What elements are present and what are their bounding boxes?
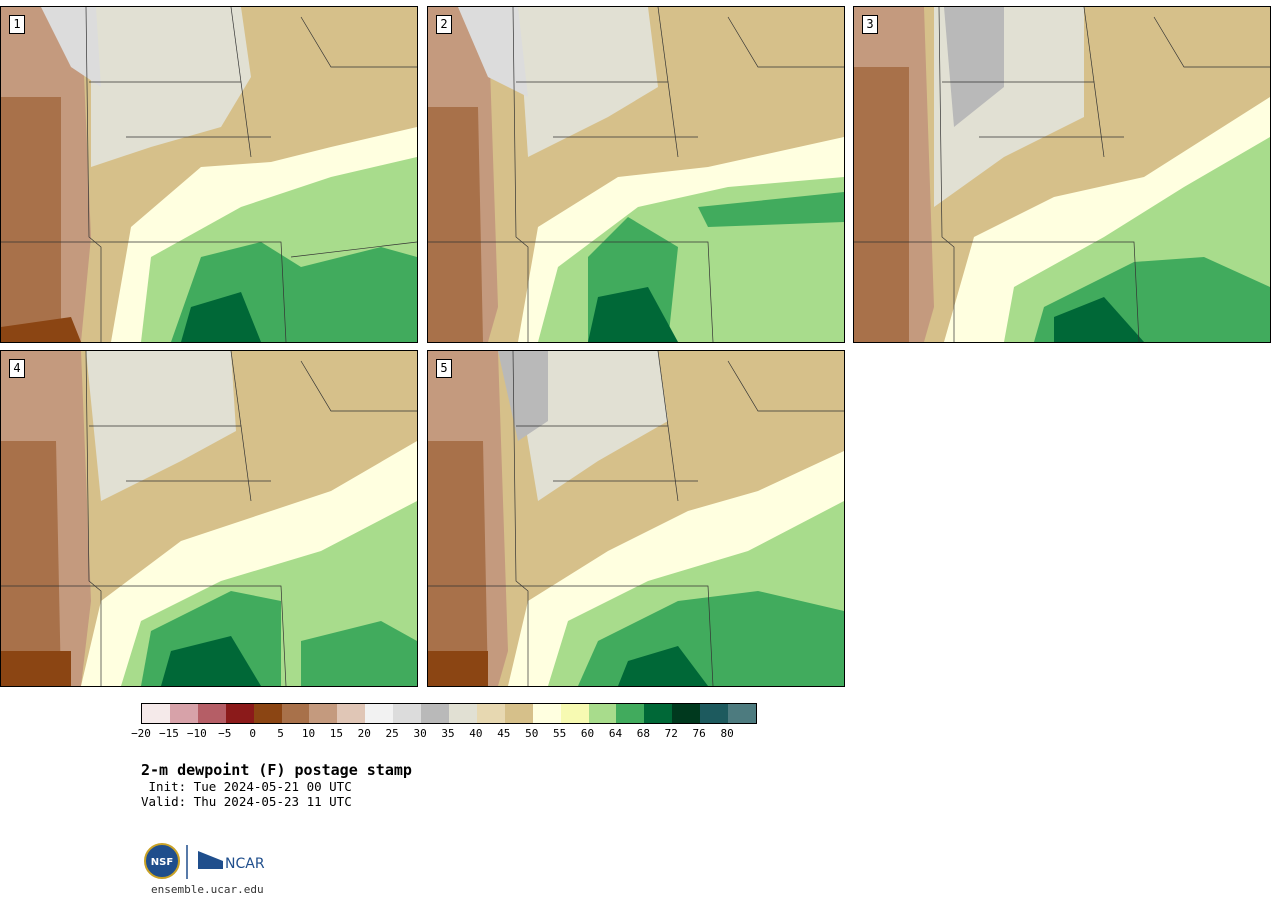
colorbar-swatch [309, 704, 338, 723]
panel-number-label: 1 [9, 15, 25, 34]
colorbar-tick-label: 0 [249, 727, 256, 740]
colorbar-tick-label: 30 [413, 727, 427, 740]
colorbar-tick-label: −15 [158, 727, 179, 740]
colorbar-tick-label: −20 [131, 727, 151, 740]
colorbar-swatch [281, 704, 310, 723]
colorbar-swatch [225, 704, 254, 723]
colorbar-swatch [560, 704, 589, 723]
colorbar-tick-label: 10 [301, 727, 316, 740]
colorbar-tick-label: 76 [692, 727, 706, 740]
colorbar-tick-label: 50 [525, 727, 539, 740]
colorbar-swatch [337, 704, 366, 723]
colorbar-swatch [365, 704, 394, 723]
dewpoint-map [428, 351, 844, 686]
colorbar-tick-label: 5 [277, 727, 284, 740]
colorbar-tick-label: −10 [186, 727, 207, 740]
colorbar-swatch [616, 704, 645, 723]
dewpoint-map [1, 7, 417, 342]
colorbar-swatch [644, 704, 673, 723]
colorbar-swatch [169, 704, 198, 723]
colorbar-tick-labels: −20 −15 −10 −5 0 5 10 15 20 25 30 35 40 45 50 55 60 64 68 7… [131, 727, 755, 741]
colorbar-swatch [253, 704, 282, 723]
colorbar-swatch [393, 704, 422, 723]
website-url: ensemble.ucar.edu [151, 883, 264, 896]
colorbar-swatch [728, 704, 756, 723]
colorbar-swatch [672, 704, 701, 723]
panel-number-label: 3 [862, 15, 878, 34]
figure-title: 2-m dewpoint (F) postage stamp [141, 761, 412, 779]
colorbar-swatch [700, 704, 729, 723]
colorbar-tick-label: 45 [497, 727, 511, 740]
colorbar-tick-label: 35 [441, 727, 455, 740]
ncar-logo-text: NCAR [225, 856, 265, 872]
colorbar-swatch [532, 704, 561, 723]
dewpoint-map [854, 7, 1270, 342]
ensemble-member-map-4: 4 [0, 350, 418, 687]
panel-number-label: 2 [436, 15, 452, 34]
nsf-logo-icon [144, 843, 180, 879]
colorbar-tick-label: 15 [329, 727, 343, 740]
ensemble-member-map-1: 1 [0, 6, 418, 343]
panel-number-label: 4 [9, 359, 25, 378]
valid-time: Valid: Thu 2024-05-23 11 UTC [141, 794, 352, 809]
nsf-logo-text: NSF [151, 857, 173, 868]
colorbar-tick-label: 20 [357, 727, 371, 740]
panel-number-label: 5 [436, 359, 452, 378]
colorbar-tick-label: 25 [385, 727, 399, 740]
colorbar-tick-label: 64 [608, 727, 623, 740]
colorbar-tick-label: −5 [218, 727, 232, 740]
colorbar-swatch [448, 704, 477, 723]
colorbar-swatch [197, 704, 226, 723]
dewpoint-map [1, 351, 417, 686]
colorbar-swatch [504, 704, 533, 723]
ensemble-member-map-3: 3 [853, 6, 1271, 343]
init-time: Init: Tue 2024-05-21 00 UTC [141, 779, 352, 794]
dewpoint-colorbar [141, 703, 757, 724]
colorbar-tick-label: 68 [636, 727, 650, 740]
colorbar-tick-label: 55 [553, 727, 567, 740]
colorbar-swatch [142, 704, 170, 723]
ensemble-member-map-2: 2 [427, 6, 845, 343]
colorbar-swatch [476, 704, 505, 723]
ncar-logo-icon [198, 851, 223, 869]
dewpoint-map [428, 7, 844, 342]
colorbar-tick-label: 80 [720, 727, 734, 740]
nsf-ncar-logos: NSF NCAR [144, 843, 265, 879]
colorbar-tick-label: 60 [580, 727, 595, 740]
colorbar-swatch [421, 704, 449, 723]
colorbar-swatch [588, 704, 617, 723]
ensemble-member-map-5: 5 [427, 350, 845, 687]
colorbar-tick-label: 40 [469, 727, 483, 740]
colorbar-tick-label: 72 [664, 727, 678, 740]
